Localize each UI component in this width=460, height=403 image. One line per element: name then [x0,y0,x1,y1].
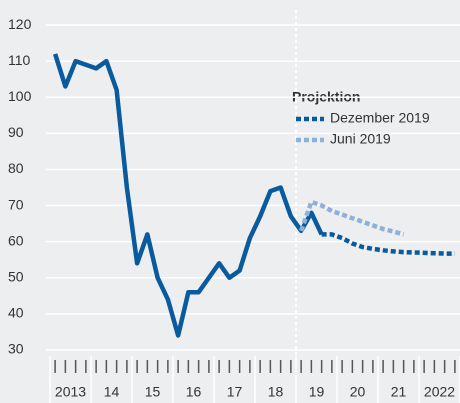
x-tick-label: 15 [145,384,161,400]
series-line [52,53,324,338]
y-tick-label: 110 [8,52,31,68]
legend-label: Juni 2019 [330,131,391,147]
y-tick-label: 30 [8,341,24,357]
y-tick-label: 80 [8,160,24,176]
x-tick-label: 19 [309,384,325,400]
y-tick-label: 100 [8,88,32,104]
x-tick-label: 21 [391,384,407,400]
series-line [299,199,405,237]
x-tick-label: 17 [227,384,243,400]
x-tick-label: 16 [186,384,202,400]
legend-label: Dezember 2019 [330,110,430,126]
y-tick-label: 40 [8,305,24,321]
y-tick-label: 60 [8,232,24,248]
x-tick-label: 2013 [55,384,86,400]
x-tick-label: 20 [350,384,366,400]
x-tick-label: 18 [268,384,284,400]
y-tick-label: 50 [8,268,24,284]
y-tick-label: 70 [8,196,24,212]
series-line [321,232,455,256]
y-tick-label: 90 [8,124,24,140]
x-tick-label: 2022 [424,384,455,400]
x-tick-label: 14 [104,384,120,400]
y-tick-label: 120 [8,16,32,32]
